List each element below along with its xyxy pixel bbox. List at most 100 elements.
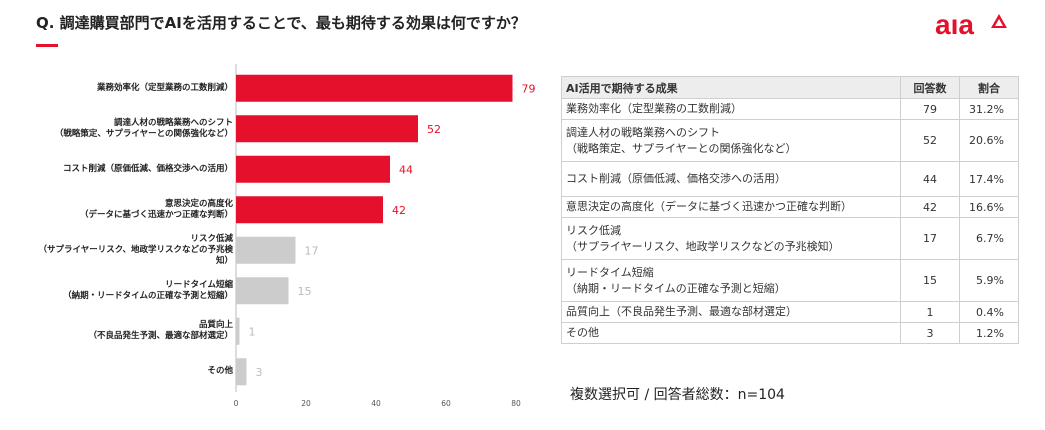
x-tick-label: 60	[441, 399, 451, 408]
bar-value-label: 15	[298, 285, 312, 298]
table-cell-category: 業務効率化（定型業務の工数削減）	[561, 98, 901, 120]
table-cell-count: 79	[900, 98, 960, 120]
bar	[236, 115, 418, 143]
table-cell-count: 44	[900, 161, 960, 197]
bar-value-label: 1	[249, 325, 256, 338]
category-label-line: 品質向上	[198, 320, 233, 331]
table-cell-pct: 31.2%	[959, 98, 1019, 120]
table-body: 業務効率化（定型業務の工数削減） 79 31.2% 調達人材の戦略業務へのシフト （戦略…	[561, 98, 1019, 344]
table-cell-line: その他	[566, 326, 599, 339]
table-cell-line: （サプライヤーリスク、地政学リスクなどの予兆検知）	[566, 239, 840, 253]
table-cell-line: 意思決定の高度化（データに基づく迅速かつ正確な判断）	[566, 200, 852, 213]
category-label-line: （データに基づく迅速かつ正確な判断）	[79, 209, 233, 220]
table-row: リードタイム短縮 （納期・リードタイムの正確な予測と短縮） 15 5.9%	[561, 259, 1019, 302]
category-label-line: 意思決定の高度化	[164, 198, 233, 209]
table-cell-category: リスク低減 （サプライヤーリスク、地政学リスクなどの予兆検知）	[561, 217, 901, 260]
category-label: 品質向上 （不良品発生予測、最適な部材選定）	[88, 320, 233, 342]
table-row: リスク低減 （サプライヤーリスク、地政学リスクなどの予兆検知） 17 6.7%	[561, 217, 1019, 260]
bar-chart: 業務効率化（定型業務の工数削減） 調達人材の戦略業務へのシフト （戦略策定、サプライ…	[0, 60, 545, 420]
x-tick-label: 80	[511, 399, 521, 408]
table-cell-line: リスク低減	[566, 223, 621, 237]
bar-value-label: 52	[427, 123, 441, 136]
table-cell-category: コスト削減（原価低減、価格交渉への活用）	[561, 161, 901, 197]
table-cell-count: 3	[900, 322, 960, 344]
category-label-line: 業務効率化（定型業務の工数削減）	[96, 82, 233, 93]
x-tick-label: 0	[234, 399, 239, 408]
table-row: 調達人材の戦略業務へのシフト （戦略策定、サプライヤーとの関係強化など） 52 20.…	[561, 119, 1019, 162]
category-label-line: （納期・リードタイムの正確な予測と短縮）	[63, 290, 233, 301]
table-cell-category: その他	[561, 322, 901, 344]
bar	[236, 155, 390, 183]
bar	[236, 317, 240, 345]
table-cell-pct: 0.4%	[959, 301, 1019, 323]
table-cell-pct: 1.2%	[959, 322, 1019, 344]
logo-text: aıa	[935, 10, 974, 40]
category-label-line: その他	[207, 366, 233, 377]
category-label: 業務効率化（定型業務の工数削減）	[97, 83, 233, 94]
category-label: リスク低減 （サプライヤーリスク、地政学リスクなどの予兆検 知）	[39, 234, 233, 267]
category-label: その他	[207, 366, 233, 377]
category-label-line: リードタイム短縮	[165, 279, 233, 290]
bar	[236, 358, 247, 386]
table-header-category: AI活用で期待する成果	[561, 76, 901, 99]
table-cell-pct: 6.7%	[959, 217, 1019, 260]
table-cell-pct: 17.4%	[959, 161, 1019, 197]
table-cell-line: 業務効率化（定型業務の工数削減）	[566, 102, 742, 115]
results-table: AI活用で期待する成果 回答数 割合 業務効率化（定型業務の工数削減） 79 31.…	[561, 76, 1019, 344]
category-label-line: （サプライヤーリスク、地政学リスクなどの予兆検	[38, 244, 233, 255]
bar	[236, 196, 383, 224]
table-row: 業務効率化（定型業務の工数削減） 79 31.2%	[561, 98, 1019, 120]
category-label: 調達人材の戦略業務へのシフト （戦略策定、サプライヤーとの関係強化など）	[55, 118, 233, 140]
table-cell-line: リードタイム短縮	[566, 265, 654, 279]
table-cell-count: 15	[900, 259, 960, 302]
table-header-row: AI活用で期待する成果 回答数 割合	[561, 76, 1019, 99]
table-row: 意思決定の高度化（データに基づく迅速かつ正確な判断） 42 16.6%	[561, 196, 1019, 218]
aia-logo: aıa	[935, 10, 1007, 40]
table-cell-line: （納期・リードタイムの正確な予測と短縮）	[566, 281, 786, 295]
category-label-line: コスト削減（原価低減、価格交渉への活用）	[62, 163, 233, 174]
category-label-line: （戦略策定、サプライヤーとの関係強化など）	[54, 128, 233, 139]
category-label-line: 調達人材の戦略業務へのシフト	[113, 117, 233, 128]
bar-value-label: 17	[305, 244, 319, 257]
category-label-line: リスク低減	[190, 233, 233, 244]
table-row: コスト削減（原価低減、価格交渉への活用） 44 17.4%	[561, 161, 1019, 197]
bar-value-label: 79	[522, 82, 536, 95]
table-cell-count: 42	[900, 196, 960, 218]
bar-value-label: 44	[399, 163, 413, 176]
table-row: 品質向上（不良品発生予測、最適な部材選定） 1 0.4%	[561, 301, 1019, 323]
x-tick-label: 20	[301, 399, 311, 408]
bar	[236, 74, 513, 102]
logo-mark-icon	[991, 14, 1007, 28]
category-label-line: （不良品発生予測、最適な部材選定）	[88, 331, 233, 342]
bar	[236, 277, 289, 305]
page-title: Q. 調達購買部門でAIを活用することで、最も期待する効果は何ですか？	[36, 14, 526, 32]
x-tick-label: 40	[371, 399, 381, 408]
table-cell-category: 品質向上（不良品発生予測、最適な部材選定）	[561, 301, 901, 323]
bar-value-label: 42	[392, 204, 406, 217]
bar	[236, 236, 296, 264]
table-cell-line: 品質向上（不良品発生予測、最適な部材選定）	[566, 305, 797, 318]
survey-note: 複数選択可 / 回答者総数：n=104	[570, 387, 785, 403]
table-header-count: 回答数	[900, 76, 960, 99]
table-cell-pct: 16.6%	[959, 196, 1019, 218]
table-cell-count: 1	[900, 301, 960, 323]
category-label: コスト削減（原価低減、価格交渉への活用）	[63, 164, 233, 175]
table-cell-pct: 5.9%	[959, 259, 1019, 302]
category-label: 意思決定の高度化 （データに基づく迅速かつ正確な判断）	[80, 199, 233, 221]
table-cell-count: 52	[900, 119, 960, 162]
title-underline	[36, 44, 58, 47]
table-header-pct: 割合	[959, 76, 1019, 99]
table-cell-line: コスト削減（原価低減、価格交渉への活用）	[566, 172, 786, 185]
table-cell-category: リードタイム短縮 （納期・リードタイムの正確な予測と短縮）	[561, 259, 901, 302]
table-row: その他 3 1.2%	[561, 322, 1019, 344]
table-cell-category: 調達人材の戦略業務へのシフト （戦略策定、サプライヤーとの関係強化など）	[561, 119, 901, 162]
table-cell-line: （戦略策定、サプライヤーとの関係強化など）	[566, 141, 797, 155]
category-label: リードタイム短縮 （納期・リードタイムの正確な予測と短縮）	[63, 280, 233, 302]
table-cell-line: 調達人材の戦略業務へのシフト	[566, 125, 720, 139]
category-label-line: 知）	[215, 255, 233, 266]
table-cell-pct: 20.6%	[959, 119, 1019, 162]
table-cell-count: 17	[900, 217, 960, 260]
bar-value-label: 3	[256, 366, 263, 379]
table-cell-category: 意思決定の高度化（データに基づく迅速かつ正確な判断）	[561, 196, 901, 218]
